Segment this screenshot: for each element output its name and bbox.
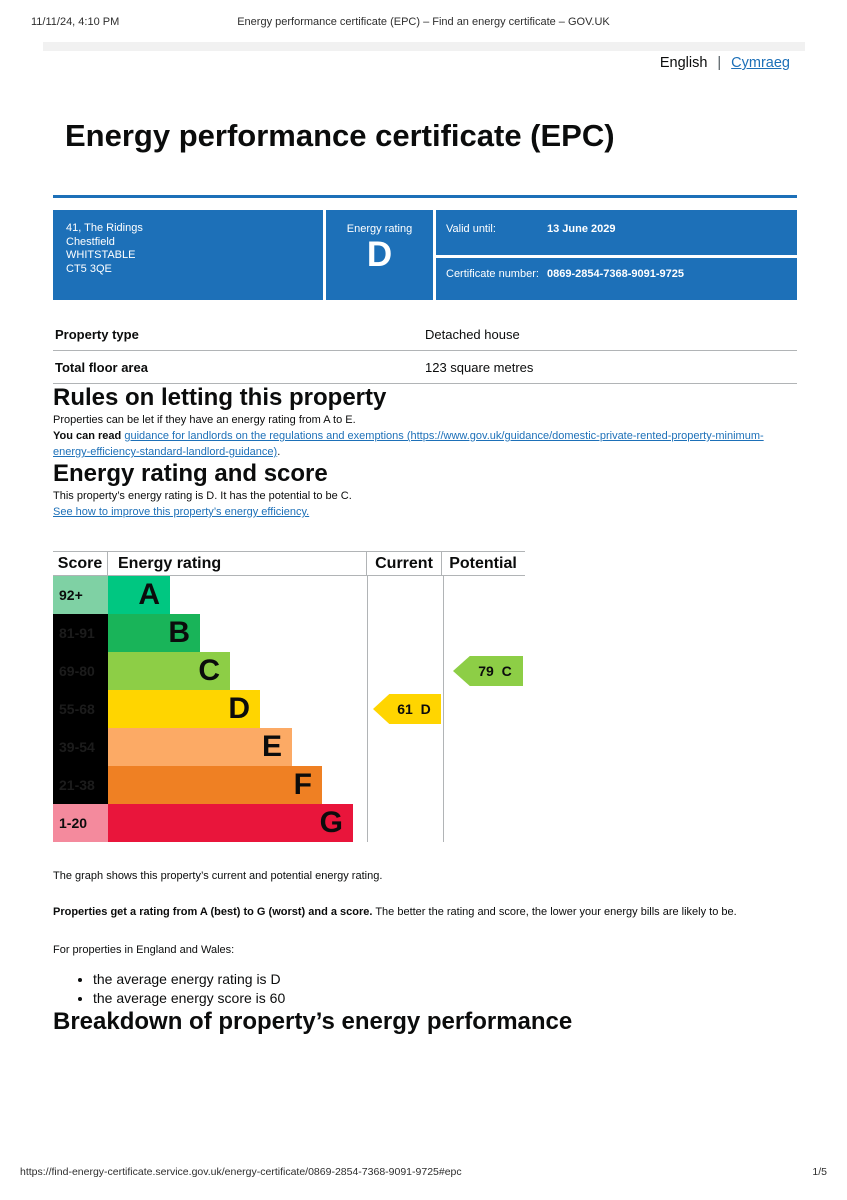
browser-print-footer: https://find-energy-certificate.service.… — [0, 1166, 847, 1182]
chart-body: 92+ A 81-91 B 69-80 C 55-68 D 39-54 E 21-38 F 1-20 G 6… — [53, 576, 525, 842]
chart-column-current: Current — [367, 552, 442, 575]
certificate-summary-banner: 41, The Ridings Chestfield WHITSTABLE CT… — [53, 210, 797, 300]
property-type-value: Detached house — [425, 326, 520, 342]
chart-column-potential: Potential — [449, 555, 517, 572]
breakdown-section-heading: Breakdown of property’s energy performan… — [53, 1008, 573, 1035]
band-bar-a: A — [108, 576, 170, 614]
rating-explainer-bold: Properties get a rating from A (best) to… — [53, 906, 373, 918]
rating-summary-paragraph: This property’s energy rating is D. It h… — [53, 490, 352, 502]
energy-rating-value: D — [366, 235, 393, 274]
chart-column-energy-rating: Energy rating — [108, 552, 367, 575]
guidance-lead-text: You can read — [53, 430, 125, 442]
property-address: 41, The Ridings Chestfield WHITSTABLE CT… — [53, 210, 323, 300]
band-letter: C — [198, 654, 220, 687]
language-current: English — [659, 55, 708, 71]
band-score-range: 39-54 — [53, 728, 108, 766]
band-letter: B — [168, 616, 190, 649]
print-page-title: Energy performance certificate (EPC) – F… — [237, 16, 610, 28]
rating-explainer-rest: The better the rating and score, the low… — [372, 906, 737, 918]
language-switcher: English | Cymraeg — [660, 55, 790, 71]
band-bar-b: B — [108, 614, 200, 652]
graph-caption: The graph shows this property’s current … — [53, 870, 383, 882]
floor-area-label: Total floor area — [55, 359, 148, 375]
banner-divider — [323, 210, 326, 300]
address-line-3: WHITSTABLE — [66, 249, 136, 261]
band-letter: E — [261, 730, 282, 763]
band-letter: D — [228, 692, 250, 725]
potential-rating-arrow: 79 C — [453, 656, 523, 686]
valid-until-value: 13 June 2029 — [547, 223, 616, 235]
band-letter: G — [319, 806, 343, 839]
band-score-range: 81-91 — [53, 614, 108, 652]
table-row: Property type Detached house — [53, 318, 797, 351]
band-letter: A — [138, 578, 160, 611]
certificate-number-value: 0869-2854-7368-9091-9725 — [547, 268, 685, 280]
improve-link-paragraph: See how to improve this property’s energ… — [53, 504, 797, 520]
property-type-label: Property type — [55, 326, 139, 342]
address-line-2: Chestfield — [66, 235, 115, 248]
band-score-range: 21-38 — [53, 766, 108, 804]
valid-until-label: Valid until: — [446, 223, 496, 235]
band-score-range: 55-68 — [53, 690, 108, 728]
address-line-4: CT5 3QE — [66, 262, 112, 275]
print-page-indicator: 1/5 — [812, 1166, 827, 1178]
table-row: Total floor area 123 square metres — [53, 351, 797, 384]
energy-rating-label: Energy rating — [346, 223, 413, 235]
guidance-end-punctuation: . — [277, 446, 281, 458]
landlord-guidance-link[interactable]: guidance for landlords on the regulation… — [53, 430, 764, 458]
band-score-range: 1-20 — [53, 804, 108, 842]
main-content: Energy performance certificate (EPC) 41,… — [53, 0, 797, 1036]
epc-band-row-f: 21-38 F — [53, 766, 525, 804]
england-wales-intro: For properties in England and Wales: — [53, 944, 235, 956]
print-footer-url: https://find-energy-certificate.service.… — [20, 1166, 462, 1178]
band-bar-e: E — [108, 728, 292, 766]
list-item: the average energy rating is D — [93, 970, 797, 988]
certificate-number-label: Certificate number: — [446, 268, 539, 280]
band-bar-f: F — [108, 766, 322, 804]
banner-divider — [436, 255, 797, 258]
rating-explainer: Properties get a rating from A (best) to… — [53, 904, 797, 920]
band-bar-g: G — [108, 804, 353, 842]
epc-band-row-c: 69-80 C — [53, 652, 525, 690]
certificate-number-row: Certificate number: 0869-2854-7368-9091-… — [436, 258, 797, 300]
page-title: Energy performance certificate (EPC) — [65, 118, 615, 153]
rules-paragraph: Properties can be let if they have an en… — [53, 414, 356, 426]
improve-efficiency-link[interactable]: See how to improve this property’s energ… — [53, 506, 310, 518]
epc-band-row-e: 39-54 E — [53, 728, 525, 766]
valid-until-row: Valid until: 13 June 2029 — [436, 210, 797, 255]
band-letter: F — [293, 768, 312, 801]
energy-rating-chart: Score Energy rating Current Potential 92… — [53, 551, 525, 842]
current-rating-arrow: 61 D — [373, 694, 441, 724]
banner-divider — [433, 210, 436, 300]
language-separator: | — [717, 55, 722, 71]
energy-rating-cell: Energy rating D — [326, 210, 433, 300]
band-score-range: 92+ — [53, 576, 108, 614]
address-line-1: 41, The Ridings — [66, 222, 143, 234]
landlord-guidance-paragraph: You can read guidance for landlords on t… — [53, 428, 773, 460]
rating-section-heading: Energy rating and score — [53, 460, 328, 487]
title-divider-rule — [53, 195, 797, 198]
certificate-details: Valid until: 13 June 2029 Certificate nu… — [436, 210, 797, 300]
current-column-line — [367, 576, 368, 842]
floor-area-value: 123 square metres — [425, 359, 534, 375]
rules-section-heading: Rules on letting this property — [53, 384, 387, 411]
epc-band-row-b: 81-91 B — [53, 614, 525, 652]
language-link-cymraeg[interactable]: Cymraeg — [731, 55, 790, 71]
band-bar-c: C — [108, 652, 230, 690]
print-datetime: 11/11/24, 4:10 PM — [31, 16, 120, 28]
averages-list: the average energy rating is D the avera… — [93, 970, 797, 1007]
browser-print-header: 11/11/24, 4:10 PM Energy performance cer… — [0, 16, 847, 32]
potential-column-line — [443, 576, 444, 842]
band-score-range: 69-80 — [53, 652, 108, 690]
chart-header-row: Score Energy rating Current Potential — [53, 551, 525, 576]
epc-band-row-d: 55-68 D — [53, 690, 525, 728]
gov-header-bar — [43, 42, 805, 51]
epc-band-row-g: 1-20 G — [53, 804, 525, 842]
list-item: the average energy score is 60 — [93, 989, 797, 1007]
property-facts-table: Property type Detached house Total floor… — [53, 318, 797, 384]
epc-band-row-a: 92+ A — [53, 576, 525, 614]
band-bar-d: D — [108, 690, 260, 728]
chart-column-score: Score — [53, 552, 108, 575]
